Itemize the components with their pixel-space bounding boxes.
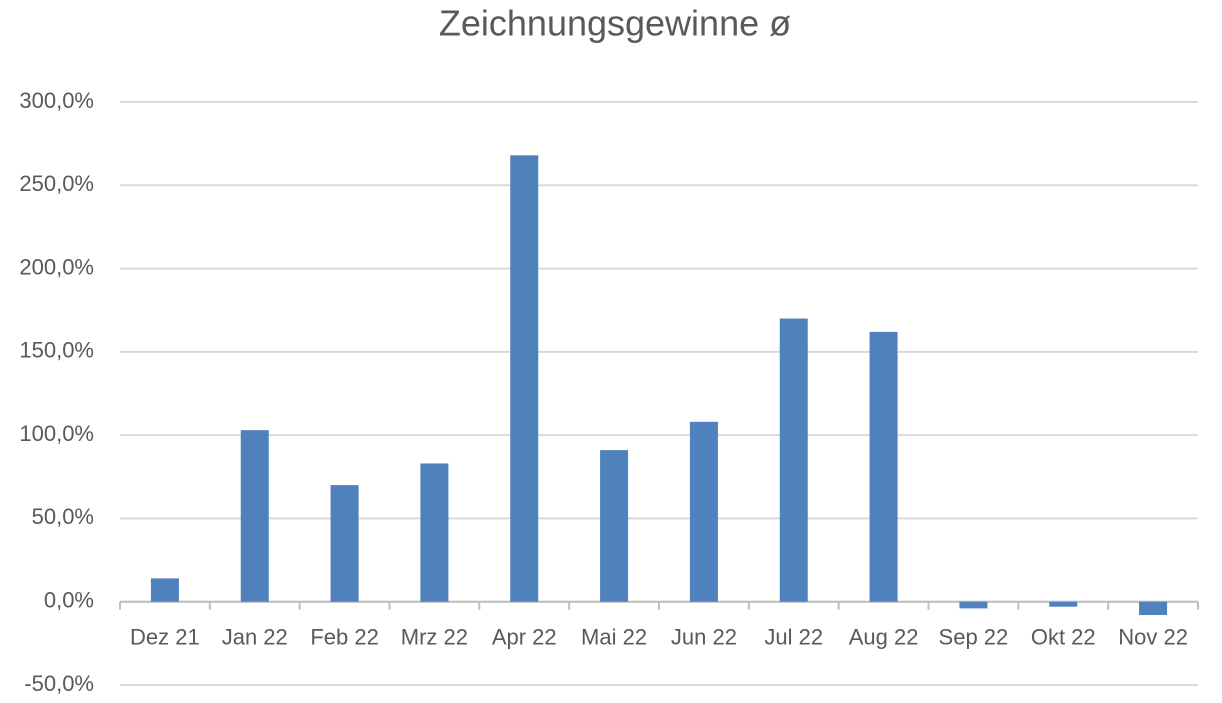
y-tick-label: 100,0%: [19, 421, 94, 446]
x-tick-label: Nov 22: [1118, 625, 1188, 650]
bar: [240, 430, 269, 602]
y-tick-label: 0,0%: [44, 588, 94, 613]
x-tick-label: Mrz 22: [401, 625, 468, 650]
bar: [510, 155, 539, 602]
bar: [869, 331, 898, 602]
y-tick-label: 150,0%: [19, 338, 94, 363]
x-tick-label: Aug 22: [849, 625, 919, 650]
y-tick-label: 250,0%: [19, 171, 94, 196]
x-tick-label: Sep 22: [939, 625, 1009, 650]
x-tick-label: Jan 22: [222, 625, 288, 650]
bar: [330, 485, 359, 602]
y-tick-label: 300,0%: [19, 88, 94, 113]
bar: [420, 463, 449, 602]
x-tick-label: Apr 22: [492, 625, 557, 650]
x-tick-label: Jun 22: [671, 625, 737, 650]
x-tick-label: Jul 22: [764, 625, 823, 650]
y-tick-label: 50,0%: [32, 504, 94, 529]
x-tick-label: Okt 22: [1031, 625, 1096, 650]
y-tick-label: 200,0%: [19, 254, 94, 279]
x-tick-label: Dez 21: [130, 625, 200, 650]
x-tick-label: Mai 22: [581, 625, 647, 650]
y-tick-label: -50,0%: [24, 671, 94, 696]
bar: [600, 450, 629, 602]
bar: [959, 601, 988, 609]
bar: [150, 578, 179, 602]
chart-title: Zeichnungsgewinne ø: [439, 3, 791, 44]
bar: [1049, 601, 1078, 607]
x-tick-label: Feb 22: [310, 625, 379, 650]
bar: [689, 421, 718, 602]
bar: [1139, 601, 1168, 616]
bar: [779, 318, 808, 602]
